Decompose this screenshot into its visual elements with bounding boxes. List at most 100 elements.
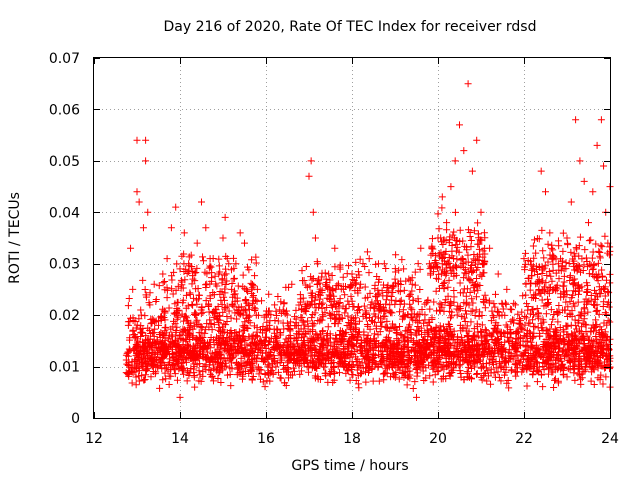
data-point — [411, 281, 419, 289]
data-point — [526, 286, 534, 294]
data-point — [460, 147, 468, 155]
data-point — [215, 255, 223, 263]
data-point — [559, 247, 567, 255]
data-point — [571, 365, 579, 373]
data-point — [375, 377, 383, 385]
data-point — [201, 354, 209, 362]
data-point — [369, 377, 377, 385]
data-point — [582, 254, 590, 262]
data-point — [363, 347, 371, 355]
data-point — [470, 227, 478, 235]
x-tick-label: 24 — [601, 431, 619, 447]
data-point — [199, 253, 207, 261]
data-point — [590, 364, 598, 372]
data-point — [271, 301, 279, 309]
data-point — [460, 376, 468, 384]
data-point — [289, 364, 297, 372]
data-point — [585, 219, 592, 227]
data-point — [559, 336, 567, 344]
data-point — [543, 360, 551, 368]
data-point — [416, 363, 424, 371]
data-point — [129, 285, 137, 293]
data-point — [433, 307, 441, 315]
data-point — [546, 342, 554, 350]
data-point — [383, 363, 391, 371]
data-point — [593, 141, 601, 149]
y-axis-label: ROTI / TECUs — [7, 192, 23, 284]
data-point — [280, 379, 288, 387]
data-point — [403, 361, 411, 369]
data-point — [169, 362, 177, 370]
data-point — [494, 270, 502, 278]
data-point — [335, 369, 343, 377]
data-point — [217, 379, 225, 387]
data-point — [511, 301, 519, 309]
data-point — [587, 236, 595, 244]
data-point — [264, 340, 272, 348]
data-point — [580, 177, 588, 185]
data-point — [133, 136, 141, 144]
data-point — [474, 219, 482, 227]
data-point — [159, 270, 167, 278]
data-point — [431, 329, 439, 337]
data-point — [467, 243, 475, 251]
data-point — [446, 314, 454, 322]
data-point — [443, 219, 451, 227]
data-point — [380, 369, 388, 377]
data-point — [321, 269, 329, 277]
data-point — [451, 208, 459, 216]
data-point — [461, 269, 469, 277]
data-point — [336, 299, 344, 307]
data-point — [529, 323, 537, 331]
data-point — [206, 255, 214, 263]
data-point — [504, 376, 512, 384]
data-point — [468, 167, 476, 175]
data-point — [264, 369, 272, 377]
data-point — [209, 377, 217, 385]
data-point — [436, 322, 444, 330]
data-point — [480, 229, 488, 237]
data-point — [539, 247, 547, 255]
data-point — [279, 362, 287, 370]
data-point — [382, 265, 390, 273]
data-point — [414, 369, 422, 377]
data-point — [429, 365, 437, 373]
data-point — [190, 371, 198, 379]
data-point — [429, 378, 437, 386]
data-point — [592, 332, 600, 340]
data-point — [547, 321, 555, 329]
data-point — [540, 366, 548, 374]
data-point — [307, 352, 315, 360]
data-point — [142, 136, 150, 144]
data-point — [363, 248, 371, 256]
x-tick-label: 16 — [257, 431, 275, 447]
data-point — [568, 330, 576, 338]
data-point — [147, 373, 155, 381]
data-point — [300, 346, 308, 354]
data-point — [205, 366, 213, 374]
data-point — [473, 136, 481, 144]
data-point — [257, 375, 265, 383]
data-point — [353, 337, 361, 345]
data-point — [503, 285, 511, 293]
data-point — [589, 248, 597, 256]
data-point — [539, 344, 547, 352]
data-point — [286, 326, 294, 334]
data-point — [577, 380, 585, 388]
data-point — [438, 193, 446, 201]
data-point — [573, 325, 581, 333]
data-point — [382, 296, 390, 304]
data-point — [458, 255, 466, 263]
data-point — [550, 384, 558, 392]
data-point — [487, 380, 495, 388]
data-point — [443, 226, 451, 234]
data-point — [241, 368, 249, 376]
data-point — [464, 80, 472, 88]
data-point — [171, 340, 179, 348]
chart-title: Day 216 of 2020, Rate Of TEC Index for r… — [164, 19, 537, 35]
data-point — [456, 121, 463, 129]
data-point — [435, 225, 443, 233]
data-point — [221, 213, 229, 221]
data-point — [198, 198, 205, 206]
data-point — [428, 244, 436, 252]
